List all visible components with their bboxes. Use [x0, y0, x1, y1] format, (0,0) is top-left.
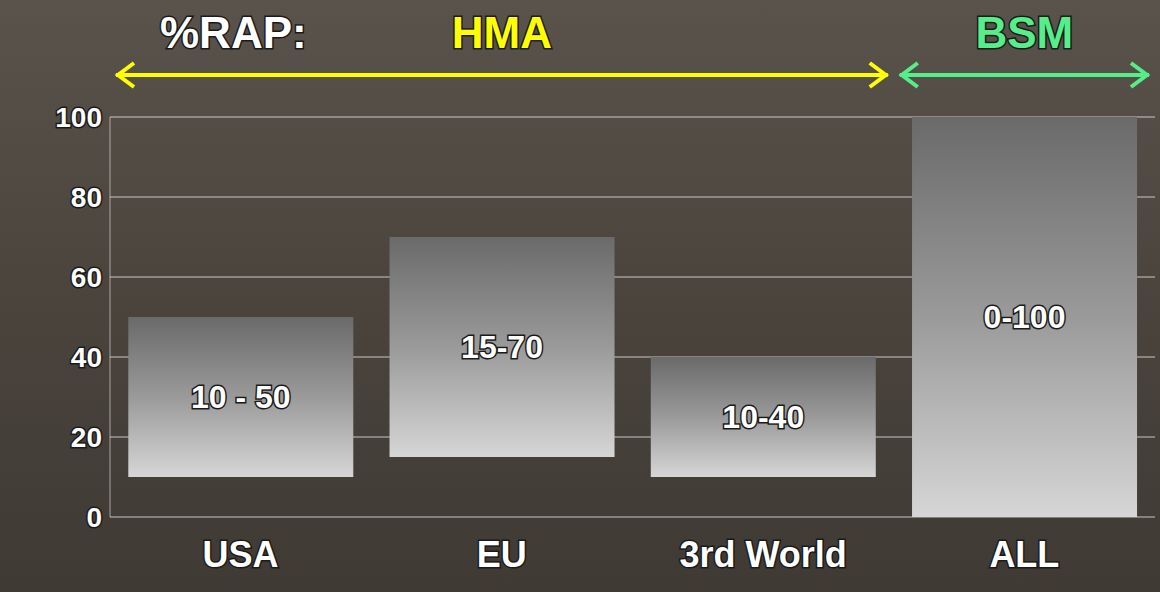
svg-text:10-40: 10-40	[722, 399, 804, 435]
svg-text:0-100: 0-100	[984, 299, 1066, 335]
svg-text:USA: USA	[203, 534, 279, 575]
svg-text:0: 0	[86, 502, 102, 533]
svg-text:ALL: ALL	[989, 534, 1059, 575]
svg-text:80: 80	[71, 182, 102, 213]
svg-text:100: 100	[55, 102, 102, 133]
svg-text:3rd World: 3rd World	[679, 534, 846, 575]
svg-text:20: 20	[71, 422, 102, 453]
svg-text:60: 60	[71, 262, 102, 293]
svg-text:BSM: BSM	[975, 8, 1073, 57]
svg-text:10 - 50: 10 - 50	[191, 379, 291, 415]
svg-text:40: 40	[71, 342, 102, 373]
svg-text:15-70: 15-70	[461, 329, 543, 365]
svg-text:HMA: HMA	[452, 8, 552, 57]
svg-text:EU: EU	[477, 534, 527, 575]
svg-text:%RAP:: %RAP:	[160, 8, 307, 57]
